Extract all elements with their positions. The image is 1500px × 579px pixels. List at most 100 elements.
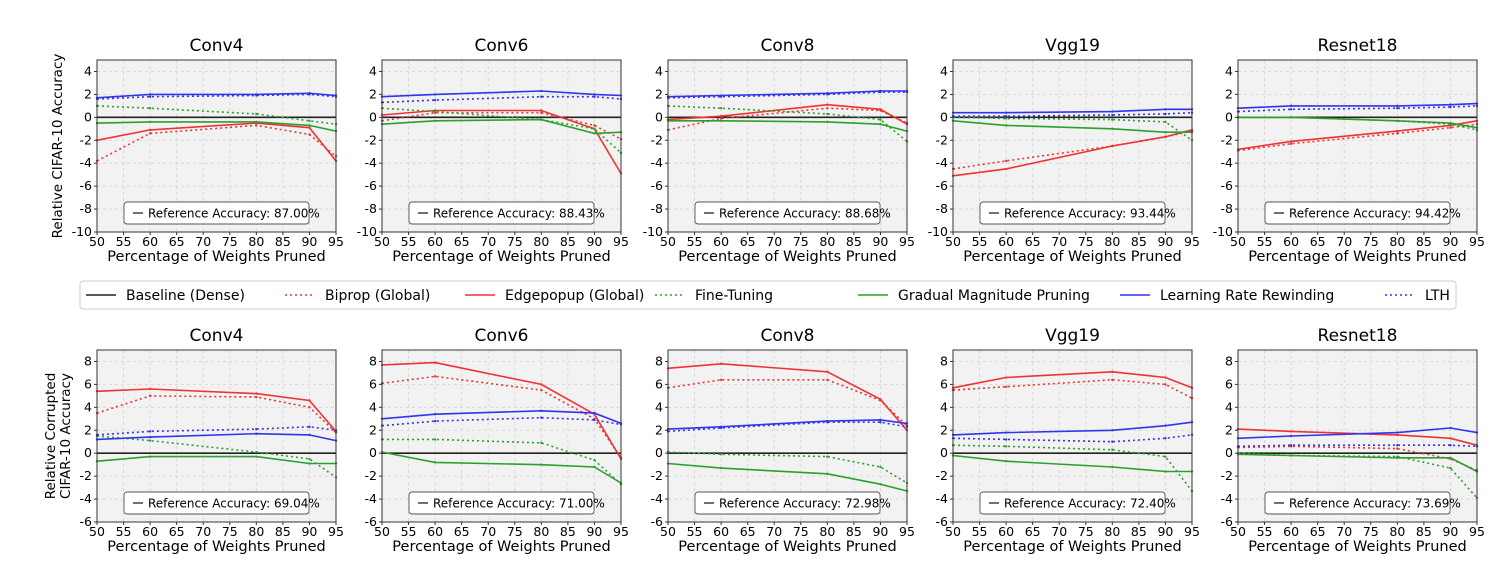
- x-tick-label: 50: [945, 234, 961, 249]
- x-tick-label: 90: [1442, 524, 1458, 539]
- data-point: [1111, 118, 1114, 121]
- data-point: [1289, 443, 1293, 447]
- data-point: [255, 94, 258, 97]
- legend-label: LTH: [1425, 288, 1450, 304]
- y-tick-label: 8: [940, 353, 948, 368]
- series-line: [952, 116, 1193, 141]
- y-tick-label: -6: [651, 178, 664, 193]
- data-point: [593, 132, 596, 135]
- data-point: [593, 458, 596, 462]
- y-tick-label: -2: [651, 132, 663, 147]
- x-tick-label: 50: [660, 524, 676, 539]
- annotation-text: Reference Accuracy: 71.00%: [433, 497, 605, 511]
- y-tick-label: -10: [72, 224, 92, 239]
- y-tick-label: 2: [84, 422, 92, 437]
- x-tick-label: 80: [819, 234, 835, 249]
- data-point: [1289, 108, 1293, 111]
- x-tick-label: 60: [998, 234, 1014, 249]
- data-point: [255, 120, 258, 124]
- y-tick-label: 4: [940, 399, 948, 414]
- data-point: [1004, 111, 1008, 114]
- y-tick-label: 4: [940, 63, 948, 78]
- y-tick-label: -10: [1213, 224, 1233, 239]
- data-point: [308, 433, 311, 437]
- data-point: [719, 466, 723, 470]
- x-tick-label: 95: [328, 234, 344, 249]
- plot-frame: [96, 59, 337, 233]
- legend-label: Baseline (Dense): [126, 288, 245, 304]
- data-point: [1396, 447, 1399, 450]
- x-tick-label: 90: [586, 234, 602, 249]
- y-tick-label: 4: [1225, 399, 1233, 414]
- data-point: [308, 93, 311, 96]
- x-tick-label: 70: [1336, 234, 1352, 249]
- x-tick-label: 55: [972, 524, 988, 539]
- data-point: [879, 465, 882, 469]
- data-point: [593, 124, 596, 127]
- annotation-box: [408, 201, 595, 225]
- x-tick-label: 95: [1184, 234, 1200, 249]
- data-point: [540, 95, 543, 98]
- x-tick-label: 70: [1336, 524, 1352, 539]
- y-tick-label: 4: [84, 399, 92, 414]
- y-tick-label: -4: [936, 155, 949, 170]
- x-tick-label: 90: [1157, 524, 1173, 539]
- x-tick-label: 95: [899, 234, 915, 249]
- x-tick-label: 85: [1131, 234, 1147, 249]
- data-point: [148, 95, 152, 98]
- data-point: [148, 132, 152, 135]
- data-point: [1449, 105, 1452, 109]
- y-tick-label: -6: [80, 178, 93, 193]
- data-point: [1111, 113, 1114, 117]
- x-tick-label: 75: [507, 524, 523, 539]
- x-tick-label: 65: [1025, 234, 1041, 249]
- y-tick-label: 0: [940, 445, 948, 460]
- y-tick-label: 2: [655, 86, 663, 101]
- x-axis-label: Percentage of Weights Pruned: [678, 249, 896, 265]
- data-point: [879, 90, 882, 94]
- data-point: [433, 98, 437, 102]
- x-tick-label: 60: [142, 234, 158, 249]
- data-point: [1004, 445, 1008, 448]
- series-line: [1237, 445, 1478, 472]
- y-tick-label: -4: [936, 491, 949, 506]
- x-tick-label: 50: [1230, 524, 1246, 539]
- data-point: [1289, 430, 1293, 433]
- y-tick-label: 4: [369, 399, 377, 414]
- x-tick-label: 70: [1051, 524, 1067, 539]
- x-tick-label: 55: [116, 234, 132, 249]
- series-line: [381, 416, 622, 427]
- data-point: [308, 406, 311, 409]
- legend-label: Edgepopup (Global): [505, 288, 644, 304]
- data-point: [593, 127, 596, 130]
- data-point: [826, 421, 829, 424]
- x-tick-label: 60: [713, 524, 729, 539]
- x-tick-label: 90: [1157, 234, 1173, 249]
- y-tick-label: -6: [1221, 514, 1234, 529]
- plot-frame: [381, 59, 622, 233]
- series-line: [667, 105, 908, 143]
- data-point: [1396, 106, 1399, 110]
- subplot-2: 50 55 60 65 70 75 80 85 90 95 -10 -8 -6 -4 -2 0 2 4 Conv6 P…: [357, 36, 629, 265]
- data-point: [1004, 124, 1008, 127]
- y-tick-label: 0: [369, 445, 377, 460]
- data-point: [1164, 131, 1167, 134]
- x-tick-label: 55: [401, 234, 417, 249]
- y-tick-label: 6: [369, 376, 377, 391]
- series-line: [381, 95, 622, 104]
- y-tick-label: 0: [940, 109, 948, 124]
- plot-frame: [1237, 59, 1478, 233]
- x-tick-label: 60: [427, 524, 443, 539]
- subplot-title: Conv8: [761, 36, 815, 56]
- data-point: [1289, 142, 1293, 145]
- subplot-3: 50 55 60 65 70 75 80 85 90 95 -10 -8 -6 -4 -2 0 2 4 Conv8 P…: [643, 36, 915, 265]
- y-tick-label: 0: [655, 109, 663, 124]
- y-tick-label: -10: [357, 224, 377, 239]
- data-point: [1396, 129, 1399, 133]
- annotation-box: [123, 201, 310, 225]
- y-tick-label: 0: [84, 109, 92, 124]
- data-point: [1164, 112, 1167, 116]
- data-point: [879, 398, 882, 401]
- data-point: [1289, 454, 1293, 457]
- y-tick-label: -2: [365, 132, 377, 147]
